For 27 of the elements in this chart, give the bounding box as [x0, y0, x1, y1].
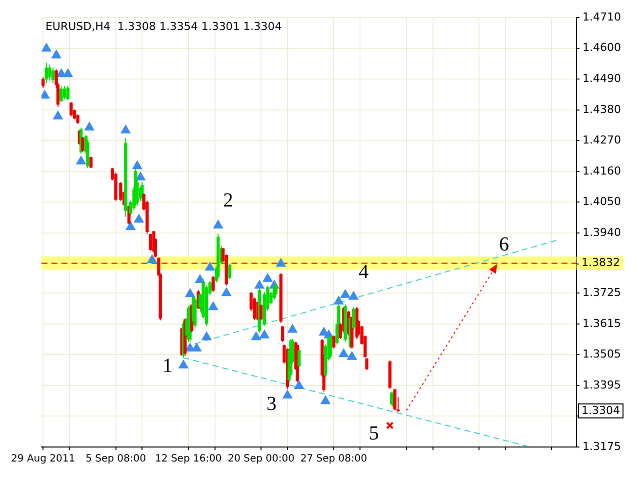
- y-tick-label: 1.4160: [582, 164, 622, 178]
- ref-line-label: 1.3832: [582, 256, 620, 270]
- x-tick-label: 27 Sep 08:00: [300, 454, 368, 465]
- y-tick-label: 1.4490: [582, 72, 622, 85]
- y-tick-label: 1.3505: [582, 348, 622, 361]
- y-tick-label: 1.4270: [582, 134, 622, 147]
- x-tick-label: 20 Sep 00:00: [228, 454, 294, 465]
- y-tick-label: 1.4050: [582, 195, 622, 208]
- annotation: 5: [368, 422, 379, 445]
- annotation: 6: [498, 234, 509, 256]
- annotation: 1: [162, 355, 172, 378]
- y-tick-label: 1.3615: [582, 316, 622, 330]
- y-tick-label: 1.4710: [582, 10, 622, 24]
- x-tick-label: 29 Aug 2011: [11, 454, 76, 465]
- y-tick-label: 1.4600: [582, 41, 622, 54]
- chart-title: EURUSD,H4 1.3308 1.3354 1.3301 1.3304: [45, 20, 282, 33]
- y-tick-label: 1.3395: [582, 378, 622, 392]
- y-tick-label: 1.4380: [582, 102, 622, 116]
- x-tick-label: 5 Sep 08:00: [86, 454, 146, 465]
- y-tick-label: 1.3175: [582, 440, 622, 453]
- text: 1.3304: [582, 404, 620, 417]
- annotation: 2: [223, 190, 234, 212]
- annotation: 4: [358, 261, 369, 284]
- y-tick-label: 1.3940: [582, 226, 622, 239]
- annotation: 3: [266, 392, 277, 415]
- x-tick-label: 12 Sep 16:00: [155, 454, 222, 465]
- y-tick-label: 1.3725: [582, 286, 622, 300]
